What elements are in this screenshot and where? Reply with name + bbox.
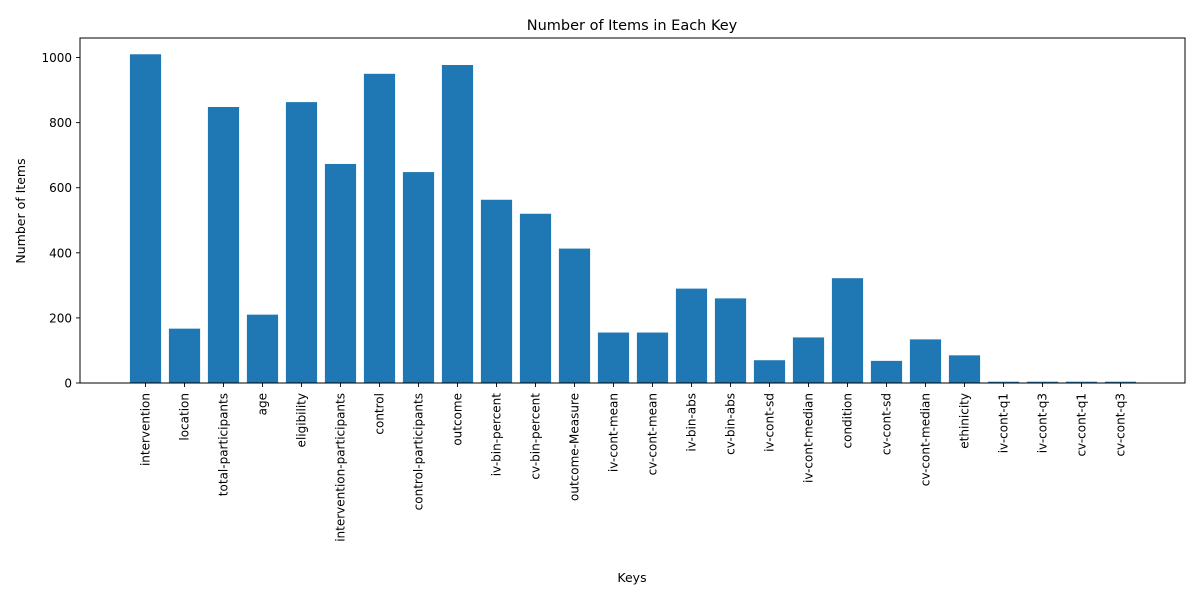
bar-location <box>168 328 201 383</box>
bar-intervention-participants <box>324 163 357 383</box>
x-tick-label: iv-cont-q3 <box>1036 393 1050 453</box>
chart-title: Number of Items in Each Key <box>527 18 738 34</box>
bars-layer <box>129 54 1137 384</box>
bar-iv-cont-median <box>792 337 825 383</box>
x-tick-label: iv-cont-sd <box>763 393 777 452</box>
x-tick-label: cv-cont-q1 <box>1075 393 1089 457</box>
x-tick-label: control <box>373 393 387 435</box>
x-tick-label: cv-cont-sd <box>880 393 894 455</box>
y-tick-label: 600 <box>49 181 72 195</box>
y-tick-label: 400 <box>49 246 72 260</box>
bar-iv-cont-q3 <box>1026 381 1059 383</box>
bar-condition <box>831 278 864 383</box>
x-tick-label: total-participants <box>217 393 231 496</box>
bar-control <box>363 73 396 384</box>
bar-iv-cont-mean <box>597 332 630 383</box>
y-axis-label: Number of Items <box>13 158 28 263</box>
bar-total-participants <box>207 107 240 383</box>
x-tick-label: control-participants <box>412 393 426 510</box>
bar-age <box>246 314 279 383</box>
y-tick-label: 800 <box>49 116 72 130</box>
y-tick-label: 0 <box>64 377 72 391</box>
x-axis-ticks: intervention location total-participants ag… <box>139 383 1128 542</box>
x-tick-label: iv-cont-median <box>802 393 816 483</box>
x-tick-label: cv-bin-percent <box>529 393 543 480</box>
bar-cv-cont-sd <box>870 360 903 383</box>
bar-eligibility <box>285 102 318 384</box>
x-tick-label: iv-bin-abs <box>685 393 699 452</box>
bar-ethinicity <box>948 355 981 383</box>
x-tick-label: intervention-participants <box>334 393 348 542</box>
bar-cv-cont-q3 <box>1104 381 1137 383</box>
bar-cv-cont-median <box>909 339 942 383</box>
x-tick-label: cv-cont-median <box>919 393 933 486</box>
bar-cv-bin-abs <box>714 298 747 383</box>
x-tick-label: eligibility <box>295 393 309 447</box>
x-tick-label: outcome <box>451 393 465 446</box>
x-tick-label: outcome-Measure <box>568 393 582 501</box>
x-tick-label: iv-bin-percent <box>490 393 504 477</box>
x-tick-label: cv-cont-q3 <box>1114 393 1128 457</box>
x-tick-label: iv-cont-mean <box>607 393 621 472</box>
x-tick-label: cv-bin-abs <box>724 393 738 455</box>
bar-cv-cont-mean <box>636 332 669 383</box>
x-tick-label: condition <box>841 393 855 448</box>
bar-iv-bin-percent <box>480 199 513 383</box>
bar-cv-bin-percent <box>519 213 552 383</box>
bar-iv-cont-sd <box>753 360 786 383</box>
x-axis-label: Keys <box>617 570 646 585</box>
bar-control-participants <box>402 172 435 383</box>
bar-iv-bin-abs <box>675 288 708 383</box>
bar-intervention <box>129 54 162 384</box>
bar-outcome <box>441 65 474 383</box>
x-tick-label: ethinicity <box>958 393 972 449</box>
bar-outcome-Measure <box>558 248 591 383</box>
x-tick-label: cv-cont-mean <box>646 393 660 475</box>
y-tick-label: 200 <box>49 311 72 325</box>
x-tick-label: location <box>178 393 192 441</box>
plot-frame <box>79 37 1186 384</box>
y-axis-ticks: 0 200 400 600 800 1000 <box>41 51 80 391</box>
x-tick-label: intervention <box>139 393 153 466</box>
bar-iv-cont-q1 <box>987 381 1020 383</box>
y-tick-label: 1000 <box>41 51 72 65</box>
bar-cv-cont-q1 <box>1065 381 1098 383</box>
x-tick-label: age <box>256 393 270 415</box>
x-tick-label: iv-cont-q1 <box>997 393 1011 453</box>
